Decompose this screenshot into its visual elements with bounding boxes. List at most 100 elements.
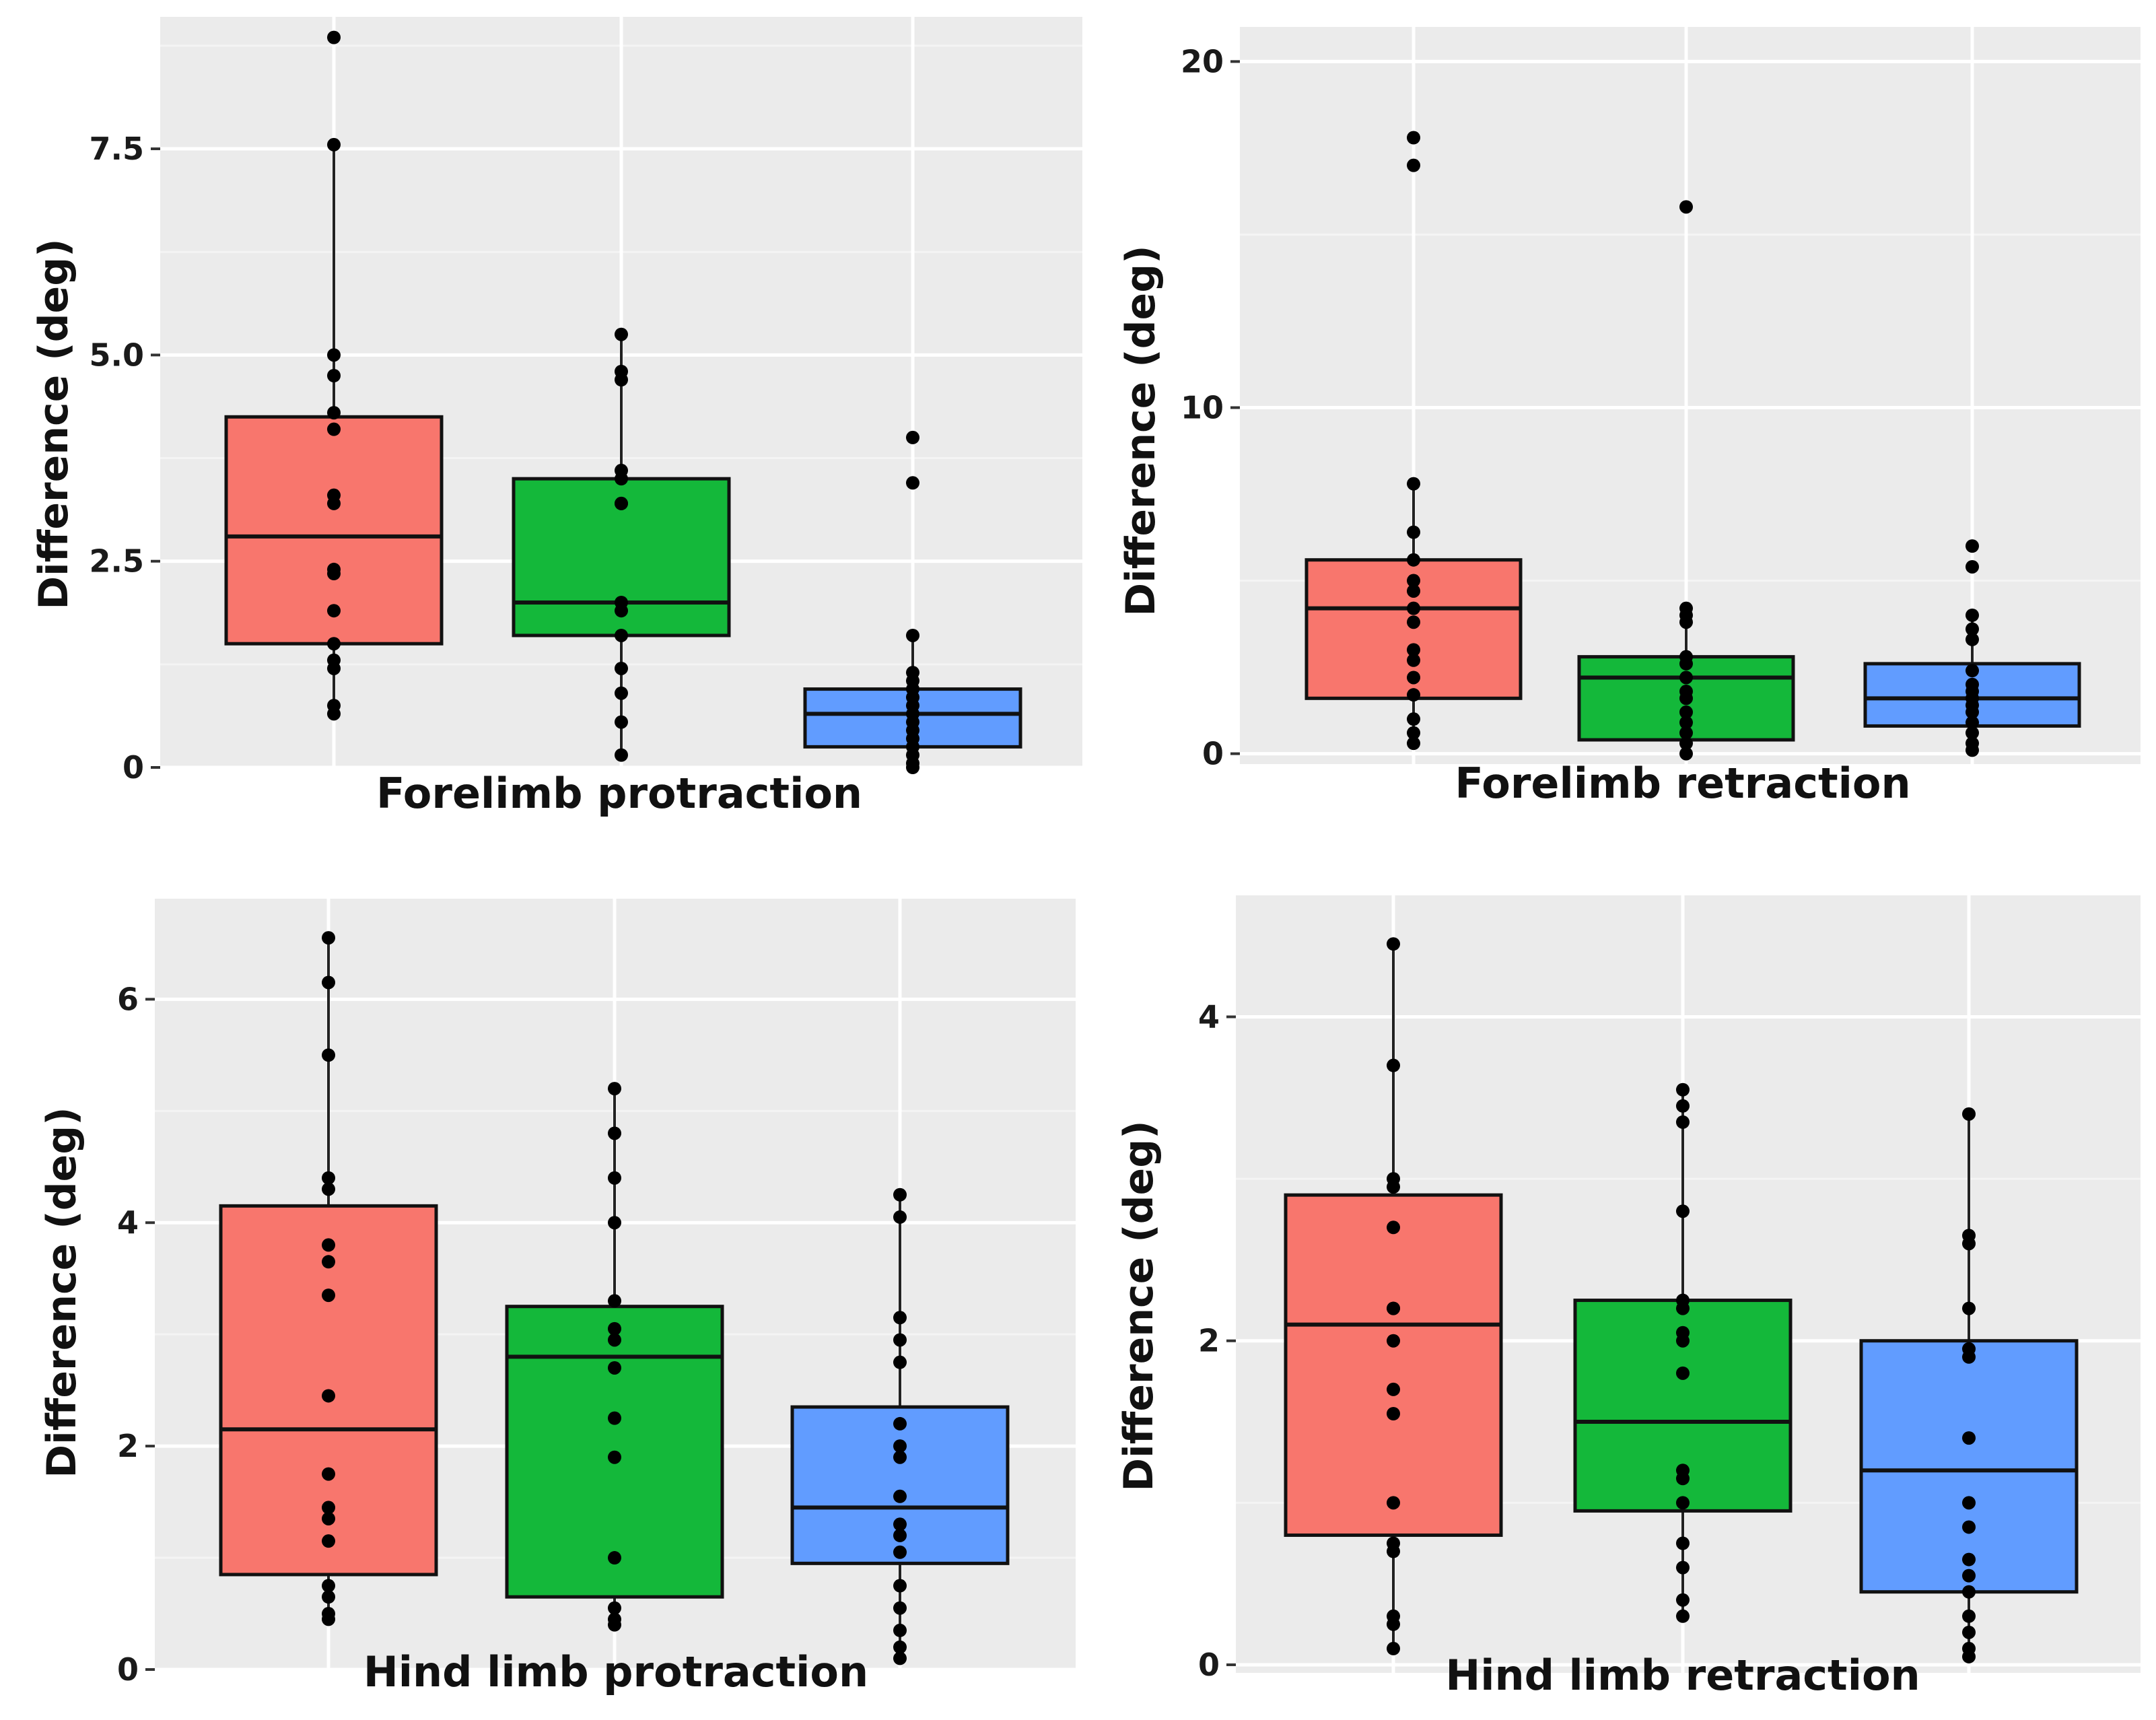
data-point: [893, 1517, 907, 1532]
boxes: [224, 30, 1022, 774]
data-point: [1679, 691, 1693, 706]
box-iqr: [1284, 1193, 1503, 1537]
data-point: [327, 30, 341, 44]
data-point: [1407, 736, 1420, 751]
data-point: [615, 327, 628, 341]
data-point: [893, 1528, 907, 1542]
data-point: [615, 661, 628, 675]
data-point: [1407, 670, 1420, 685]
y-tick-label: 7.5: [90, 131, 145, 167]
data-point: [906, 476, 919, 490]
box-iqr: [1859, 1339, 2079, 1594]
data-point: [1679, 200, 1693, 214]
data-point: [893, 1601, 907, 1615]
data-point: [1962, 1609, 1976, 1623]
panel-forelimb-protraction: 0 2.5 5.0 7.5 Difference (deg) Forelimb pro…: [30, 17, 1082, 818]
data-point: [1387, 1382, 1400, 1396]
data-point: [1676, 1334, 1690, 1348]
data-point: [327, 567, 341, 581]
data-point: [608, 1171, 621, 1185]
y-tick-label: 0: [1198, 1647, 1220, 1683]
data-point: [1966, 705, 1979, 719]
data-point: [1962, 1552, 1976, 1567]
data-point: [322, 1238, 335, 1252]
data-point: [608, 1450, 621, 1464]
data-point: [1962, 1569, 1976, 1583]
data-point: [322, 1182, 335, 1196]
data-point: [1407, 601, 1420, 615]
data-point: [1387, 1496, 1400, 1510]
data-point: [1962, 1625, 1976, 1639]
data-point: [1966, 539, 1979, 553]
data-point: [1676, 1204, 1690, 1218]
data-point: [1387, 937, 1400, 951]
y-tick-label: 2: [1198, 1323, 1220, 1359]
data-point: [1387, 1058, 1400, 1072]
data-point: [893, 1333, 907, 1347]
box-group-2: [505, 1082, 724, 1632]
data-point: [322, 1501, 335, 1515]
data-point: [1387, 1544, 1400, 1558]
data-point: [1679, 670, 1693, 685]
data-point: [906, 761, 919, 774]
data-point: [1387, 1407, 1400, 1420]
data-point: [322, 1511, 335, 1525]
data-point: [327, 661, 341, 675]
data-point: [1387, 1301, 1400, 1315]
y-tick-label: 5.0: [90, 337, 145, 373]
data-point: [1407, 688, 1420, 702]
box-group-2: [1577, 200, 1795, 761]
data-point: [1966, 726, 1979, 740]
x-axis-label: Forelimb protraction: [376, 769, 862, 818]
data-point: [893, 1355, 907, 1369]
data-point: [615, 686, 628, 700]
data-point: [327, 348, 341, 362]
data-point: [327, 422, 341, 436]
data-point: [893, 1651, 907, 1665]
data-point: [906, 628, 919, 642]
data-point: [893, 1640, 907, 1654]
data-point: [1966, 664, 1979, 678]
data-point: [322, 1255, 335, 1269]
data-point: [608, 1601, 621, 1615]
data-point: [327, 637, 341, 651]
data-point: [1676, 1609, 1690, 1623]
data-point: [1676, 1496, 1690, 1510]
x-axis-label: Hind limb protraction: [363, 1647, 868, 1696]
boxes: [219, 931, 1010, 1665]
data-point: [1679, 615, 1693, 629]
box-group-1: [219, 931, 438, 1626]
y-axis-label: Difference (deg): [1117, 245, 1164, 616]
panel-forelimb-retraction: 0 10 20 Difference (deg) Forelimb retracti…: [1117, 27, 2141, 808]
data-point: [608, 1551, 621, 1565]
data-point: [615, 472, 628, 486]
data-point: [322, 1579, 335, 1593]
data-point: [1966, 622, 1979, 636]
data-point: [1962, 1520, 1976, 1534]
box-group-2: [1573, 1082, 1793, 1623]
y-tick-label: 20: [1181, 43, 1224, 79]
data-point: [893, 1311, 907, 1325]
data-point: [1407, 653, 1420, 667]
y-axis-label: Difference (deg): [30, 238, 77, 609]
data-point: [1676, 1082, 1690, 1097]
y-axis-label: Difference (deg): [1115, 1120, 1162, 1491]
data-point: [322, 975, 335, 990]
data-point: [1407, 712, 1420, 726]
data-point: [615, 748, 628, 762]
x-axis-label: Forelimb retraction: [1455, 759, 1910, 808]
data-point: [1966, 743, 1979, 757]
data-point: [1676, 1099, 1690, 1113]
data-point: [1407, 643, 1420, 657]
data-point: [1679, 716, 1693, 730]
data-point: [1962, 1107, 1976, 1121]
y-ticks: 0 10 20: [1181, 43, 1240, 772]
data-point: [893, 1579, 907, 1593]
data-point: [1962, 1350, 1976, 1364]
data-point: [615, 496, 628, 510]
data-point: [322, 931, 335, 945]
boxes: [1284, 937, 2079, 1663]
data-point: [1962, 1431, 1976, 1445]
data-point: [1387, 1617, 1400, 1631]
data-point: [893, 1188, 907, 1202]
